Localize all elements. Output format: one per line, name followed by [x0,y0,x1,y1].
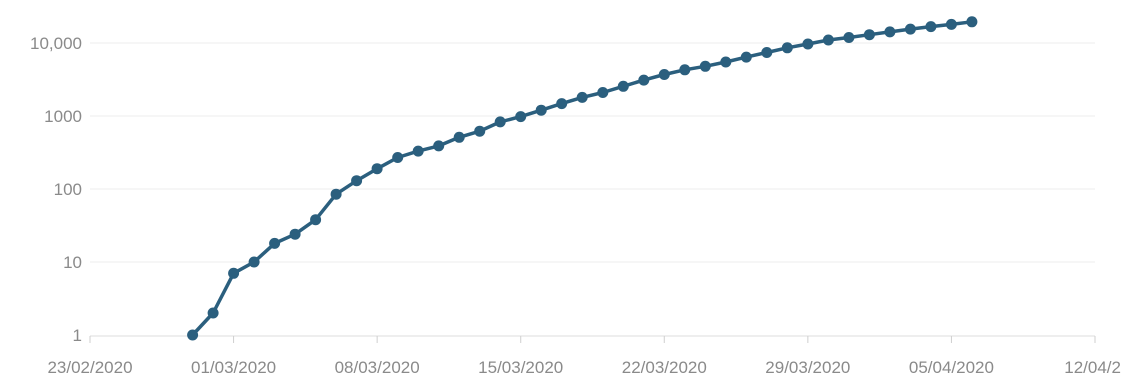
data-point [945,18,957,30]
data-point [228,267,240,279]
data-point [453,131,465,143]
x-tick-label: 01/03/2020 [191,358,276,377]
data-point [925,21,937,33]
x-tick-label: 08/03/2020 [335,358,420,377]
data-point [699,60,711,72]
data-point [904,23,916,35]
data-point [535,104,547,116]
data-point [802,38,814,50]
y-tick-label: 1000 [44,107,82,126]
data-point [863,29,875,41]
data-point [966,16,978,28]
y-tick-label: 100 [54,180,82,199]
data-point [412,145,424,157]
x-tick-label: 29/03/2020 [765,358,850,377]
data-point [679,64,691,76]
y-tick-label: 1 [73,326,82,345]
data-point [515,111,527,123]
x-tick-label: 22/03/2020 [622,358,707,377]
x-tick-label: 23/02/2020 [47,358,132,377]
data-point [740,51,752,63]
data-point [884,26,896,38]
data-point [576,91,588,103]
x-axis-tick-labels: 23/02/2020 01/03/2020 08/03/2020 15/03/2020… [47,358,1121,377]
series-line-group [190,20,974,337]
y-tick-label: 10 [63,253,82,272]
series-line [190,20,974,337]
data-point [597,87,609,98]
data-point [843,32,855,43]
data-point [371,163,383,175]
data-point [351,175,363,187]
data-point [474,125,486,137]
data-point [781,42,793,54]
series-points [187,16,978,341]
y-tick-label: 10,000 [30,34,82,53]
data-point [269,237,281,249]
data-point [720,56,732,68]
data-point [310,214,322,226]
data-point [392,152,404,163]
x-tick-label: 12/04/2 [1064,358,1121,377]
x-tick-label: 05/04/2020 [909,358,994,377]
data-point [187,329,199,341]
data-point [822,34,834,46]
data-point [761,47,773,58]
data-point [658,69,670,80]
data-point [207,307,219,319]
data-point [289,228,301,240]
gridlines [90,42,1095,263]
data-point [638,74,650,86]
data-point [494,116,506,128]
data-point [248,256,260,268]
x-tick-label: 15/03/2020 [478,358,563,377]
data-point [617,80,629,92]
data-point [433,140,445,152]
x-axis [89,335,1096,343]
y-axis-tick-labels: 1 10 100 1000 10,000 [30,34,82,345]
data-point [556,98,568,110]
data-point [330,188,342,200]
